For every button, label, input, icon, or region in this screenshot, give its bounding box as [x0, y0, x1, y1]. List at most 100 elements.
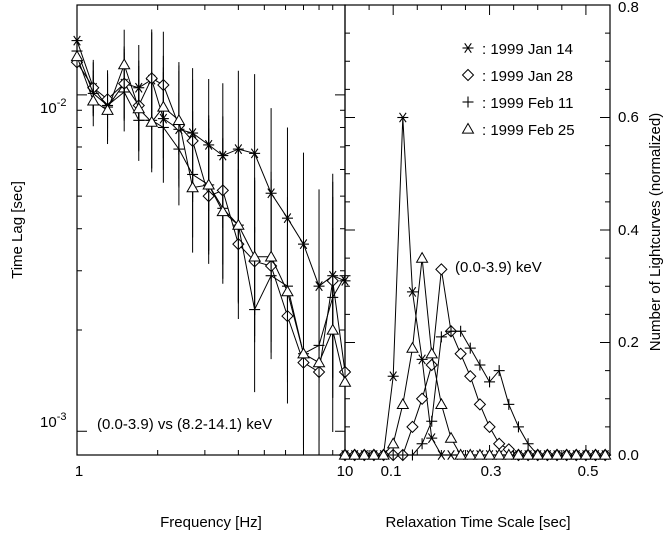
data-point-asterisk-stroke	[408, 286, 417, 297]
legend-entry-label: : 1999 Jan 28	[482, 68, 573, 85]
data-point-triangle	[483, 448, 496, 460]
data-point-triangle	[473, 448, 487, 460]
left-annotation: (0.0-3.9) vs (8.2-14.1) keV	[97, 416, 272, 433]
data-point-triangle	[70, 50, 84, 62]
series-triangle	[70, 29, 352, 454]
series-line-triangle	[345, 258, 606, 456]
data-point-plus	[416, 438, 428, 450]
data-point-diamond	[492, 437, 506, 450]
legend-entry-name: 1999 Jan 28	[490, 68, 573, 85]
data-point-triangle	[367, 448, 381, 460]
data-point-triangle	[202, 178, 216, 190]
right-y-tick-label-0.6: 0.6	[618, 109, 639, 126]
data-point-triangle	[348, 448, 361, 460]
legend: : 1999 Jan 14 : 1999 Jan 28 : 1999 Feb 1…	[461, 41, 575, 139]
data-point-triangle	[326, 323, 340, 335]
right-y-tick-label-0.0: 0.0	[618, 447, 639, 464]
data-point-plus	[435, 331, 447, 343]
data-point-plus	[426, 415, 438, 427]
data-point-asterisk-stroke	[299, 239, 308, 250]
data-point-diamond	[454, 347, 467, 360]
data-point-asterisk-stroke	[399, 112, 407, 123]
series-asterisk	[71, 24, 351, 384]
data-point-triangle	[444, 431, 458, 443]
right-annotation: (0.0-3.9) keV	[455, 259, 542, 276]
data-point-triangle	[415, 251, 429, 263]
series-line-asterisk	[76, 40, 346, 288]
right-x-tick-label-0.1: 0.1	[381, 463, 402, 480]
left-axis-ticks	[76, 5, 346, 455]
left-y-tick-label-1e-2: 10-2	[40, 97, 66, 117]
legend-markers	[461, 43, 475, 134]
left-x-tick-label-1: 1	[75, 463, 83, 480]
left-y-tick-label-1e-3: 10-3	[40, 411, 66, 431]
right-axis-ticks	[344, 4, 611, 456]
data-point-triangle	[541, 448, 554, 460]
data-point-diamond	[406, 420, 419, 434]
data-point-asterisk	[249, 148, 261, 159]
data-point-triangle	[550, 448, 564, 460]
data-point-asterisk	[406, 286, 418, 297]
data-point-plus	[339, 270, 351, 282]
data-point-plus	[503, 398, 515, 410]
data-point-triangle	[357, 448, 371, 460]
data-point-triangle	[589, 448, 602, 460]
legend-entry-name: 1999 Feb 25	[490, 122, 574, 139]
series-line-triangle	[76, 56, 346, 383]
legend-marker-plus	[462, 96, 474, 108]
data-point-plus	[484, 376, 496, 388]
data-point-triangle	[406, 341, 419, 353]
data-point-plus	[464, 342, 476, 354]
right-y-axis-title: Number of Lightcurves (normalized)	[647, 113, 664, 351]
left-x-axis-title: Frequency [Hz]	[160, 514, 262, 531]
data-point-diamond	[425, 358, 438, 372]
right-plot-series	[338, 112, 612, 462]
data-point-triangle	[492, 448, 506, 460]
left-y-axis-title: Time Lag [sec]	[9, 181, 26, 279]
series-line-plus	[76, 50, 346, 355]
data-point-triangle	[512, 448, 525, 460]
left-plot-series	[70, 24, 352, 454]
data-point-triangle	[463, 448, 477, 460]
right-y-tick-label-0.4: 0.4	[618, 222, 639, 239]
data-point-triangle	[186, 181, 199, 193]
data-point-plus	[512, 421, 524, 433]
legend-marker-asterisk	[462, 43, 474, 53]
left-y-tick-exp: -3	[57, 411, 67, 423]
left-y-tick-base: 10	[40, 100, 57, 117]
left-plot-frame	[76, 4, 346, 456]
data-point-plus	[445, 325, 457, 337]
data-point-diamond	[483, 420, 496, 434]
data-point-asterisk-stroke	[437, 450, 446, 460]
data-point-triangle	[156, 100, 170, 112]
data-point-plus	[387, 449, 399, 461]
data-point-diamond	[464, 370, 477, 383]
legend-marker-diamond	[461, 68, 475, 82]
data-point-asterisk-stroke	[427, 433, 436, 444]
data-point-plus	[493, 365, 505, 377]
data-point-triangle	[145, 115, 159, 127]
data-point-triangle	[172, 113, 186, 125]
data-point-asterisk	[435, 450, 447, 460]
left-x-tick-label-10: 10	[337, 463, 354, 480]
series-plus	[71, 29, 351, 449]
data-point-plus	[522, 438, 534, 450]
data-point-asterisk-stroke	[418, 354, 426, 365]
data-point-triangle	[396, 397, 410, 409]
data-point-triangle	[117, 58, 131, 70]
data-point-asterisk	[397, 112, 409, 123]
series-line-diamond	[345, 269, 606, 456]
data-point-triangle	[531, 448, 545, 460]
data-point-triangle	[454, 448, 467, 460]
data-point-triangle	[132, 102, 146, 114]
data-point-triangle	[386, 437, 400, 449]
data-point-triangle	[216, 205, 230, 217]
left-y-tick-exp: -2	[57, 97, 67, 109]
data-point-diamond	[435, 263, 448, 276]
legend-entry-label: : 1999 Feb 25	[482, 122, 575, 139]
data-point-plus	[397, 449, 409, 461]
data-point-triangle	[598, 448, 612, 460]
data-point-diamond	[415, 392, 429, 405]
left-y-tick-base: 10	[40, 414, 57, 431]
data-point-triangle	[560, 448, 573, 460]
